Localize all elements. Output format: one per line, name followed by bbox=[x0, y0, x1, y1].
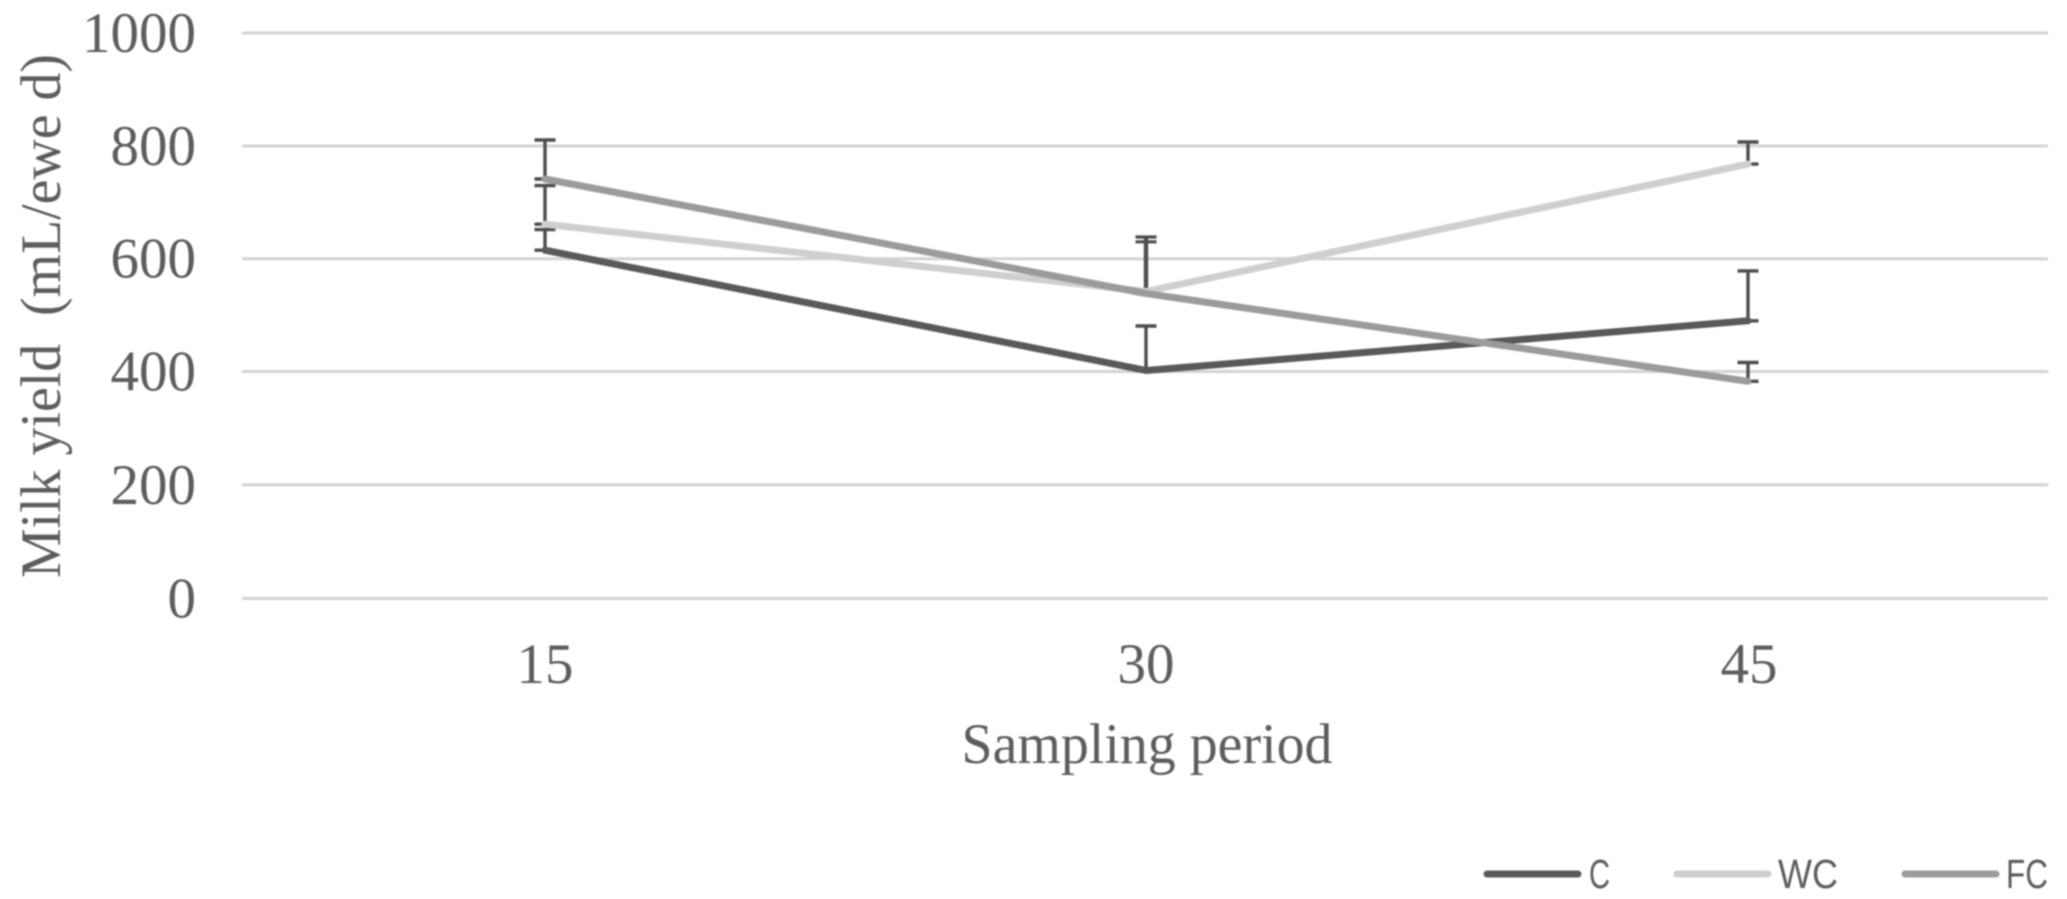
svg-text:800: 800 bbox=[111, 115, 197, 178]
svg-text:WC: WC bbox=[1778, 851, 1838, 897]
svg-text:C: C bbox=[1589, 851, 1610, 897]
svg-text:FC: FC bbox=[2006, 851, 2048, 897]
svg-text:0: 0 bbox=[168, 568, 197, 631]
svg-text:600: 600 bbox=[111, 228, 197, 291]
svg-text:1000: 1000 bbox=[82, 2, 196, 65]
svg-text:400: 400 bbox=[111, 341, 197, 404]
svg-text:Milk yield (mL/ewe d): Milk yield (mL/ewe d) bbox=[10, 54, 73, 578]
svg-text:15: 15 bbox=[517, 633, 574, 696]
svg-text:30: 30 bbox=[1118, 633, 1175, 696]
svg-text:45: 45 bbox=[1721, 633, 1778, 696]
svg-text:Sampling period: Sampling period bbox=[962, 713, 1333, 776]
svg-text:200: 200 bbox=[111, 454, 197, 517]
